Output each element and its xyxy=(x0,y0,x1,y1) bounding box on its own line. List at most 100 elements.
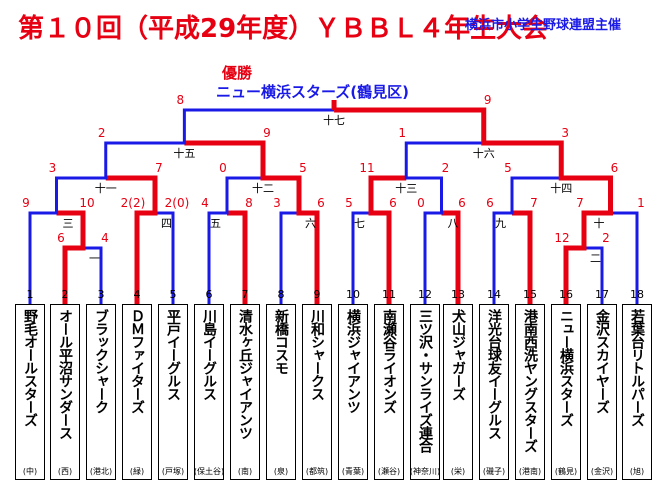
tournament-title: 第１０回（平成29年度）ＹＢＢＬ４年生大会 xyxy=(18,14,549,44)
score-right: 6 xyxy=(458,196,466,210)
team-name: 清水ヶ丘ジャイアンツ xyxy=(237,309,253,439)
team-box: 新橋コスモ (泉) xyxy=(266,304,296,480)
team-ward: (神奈川) xyxy=(410,467,440,476)
team-ward: (金沢) xyxy=(590,467,614,476)
organizer-label: 横浜市小学生野球連盟主催 xyxy=(465,18,622,33)
score-right: 10 xyxy=(79,196,94,210)
score-left: 2(2) xyxy=(121,196,146,210)
team-box: 犬山ジャガーズ (栄) xyxy=(443,304,473,480)
team-ward: (瀬谷) xyxy=(377,467,401,476)
score-right: 6 xyxy=(611,161,619,175)
team-box: 洋光台球友イーグルス (磯子) xyxy=(479,304,509,480)
score-left: 11 xyxy=(359,161,374,175)
score-right: 1 xyxy=(637,196,645,210)
team-box: ニュー横浜スターズ (鶴見) xyxy=(551,304,581,480)
score-right: 6 xyxy=(389,196,397,210)
score-right: 2 xyxy=(442,161,450,175)
score-right: 7 xyxy=(155,161,163,175)
score-left: 1 xyxy=(398,126,406,140)
score-right: 2 xyxy=(602,231,610,245)
match-label: 三 xyxy=(63,217,74,230)
team-name: 若葉台リトルパーズ xyxy=(629,309,645,426)
score-right: 6 xyxy=(317,196,325,210)
team-box: オール平沼サンダース (西) xyxy=(50,304,80,480)
team-name: 南瀬谷ライオンズ xyxy=(381,309,397,413)
team-ward: (旭) xyxy=(629,467,645,476)
score-right: 8 xyxy=(245,196,253,210)
score-left: 8 xyxy=(177,93,185,107)
match-label: 十五 xyxy=(173,146,195,160)
score-left: 6 xyxy=(486,196,494,210)
score-left: 3 xyxy=(49,161,57,175)
team-name: 新橋コスモ xyxy=(273,309,289,374)
team-name: 金沢スカイヤーズ xyxy=(594,309,610,413)
team-name: 川島イーグルス xyxy=(201,309,217,400)
team-ward: (緑) xyxy=(129,467,145,476)
seed-number: 3 xyxy=(98,288,105,301)
team-box: 金沢スカイヤーズ (金沢) xyxy=(587,304,617,480)
seed-number: 17 xyxy=(595,288,609,301)
team-name: 港南西洗ヤングスターズ xyxy=(522,309,538,452)
team-name: ＤＭファイターズ xyxy=(129,309,145,413)
match-label: 九 xyxy=(495,217,506,230)
seed-number: 14 xyxy=(487,288,501,301)
seed-number: 8 xyxy=(278,288,285,301)
score-left: 5 xyxy=(504,161,512,175)
team-ward: (栄) xyxy=(450,467,466,476)
team-ward: (磯子) xyxy=(482,467,506,476)
team-ward: (西) xyxy=(57,467,73,476)
team-ward: (鶴見) xyxy=(554,467,578,476)
match-label: 十六 xyxy=(473,146,495,160)
team-name: 三ツ沢・サンライズ連合 xyxy=(417,309,433,452)
seed-number: 5 xyxy=(170,288,177,301)
match-label: 二 xyxy=(590,252,601,265)
champion-label: 優勝 xyxy=(222,64,253,82)
match-label: 十三 xyxy=(395,181,417,195)
team-name: ブラックシャーク xyxy=(93,309,109,413)
score-left: 5 xyxy=(345,196,353,210)
seed-number: 10 xyxy=(346,288,360,301)
score-left: 0 xyxy=(417,196,425,210)
seed-number: 13 xyxy=(451,288,465,301)
score-right: 2(0) xyxy=(165,196,190,210)
seed-number: 9 xyxy=(314,288,321,301)
score-left: 6 xyxy=(57,231,65,245)
score-right: 9 xyxy=(263,126,271,140)
team-ward: (戸塚) xyxy=(161,467,185,476)
seed-number: 2 xyxy=(62,288,69,301)
team-name: 横浜ジャイアンツ xyxy=(345,309,361,413)
score-left: 12 xyxy=(554,231,569,245)
score-left: 3 xyxy=(273,196,281,210)
seed-number: 4 xyxy=(134,288,141,301)
score-left: 4 xyxy=(201,196,209,210)
match-label: 十四 xyxy=(550,181,572,195)
match-label: 十一 xyxy=(95,181,117,195)
team-box: 若葉台リトルパーズ (旭) xyxy=(622,304,652,480)
score-right: 9 xyxy=(484,93,492,107)
seed-number: 12 xyxy=(418,288,432,301)
team-name: オール平沼サンダース xyxy=(57,309,73,439)
team-name: 犬山ジャガーズ xyxy=(450,309,466,400)
score-left: 9 xyxy=(22,196,30,210)
match-label: 五 xyxy=(210,217,221,230)
score-left: 7 xyxy=(576,196,584,210)
match-label: 六 xyxy=(305,217,316,230)
seed-number: 7 xyxy=(242,288,249,301)
team-box: 港南西洗ヤングスターズ (港南) xyxy=(515,304,545,480)
score-right: 4 xyxy=(101,231,109,245)
team-name: 平戸イーグルス xyxy=(165,309,181,400)
team-ward: (都筑) xyxy=(305,467,329,476)
team-name: ニュー横浜スターズ xyxy=(558,309,574,426)
score-right: 3 xyxy=(561,126,569,140)
team-ward: (保土谷) xyxy=(194,467,224,476)
team-name: 野毛オールスターズ xyxy=(22,309,38,426)
team-ward: (南) xyxy=(237,467,253,476)
team-ward: (港北) xyxy=(89,467,113,476)
match-label: 十 xyxy=(594,216,605,230)
seed-number: 6 xyxy=(206,288,213,301)
match-label: 一 xyxy=(89,252,100,265)
seed-number: 11 xyxy=(382,288,396,301)
match-label: 四 xyxy=(161,217,172,230)
team-ward: (港南) xyxy=(518,467,542,476)
